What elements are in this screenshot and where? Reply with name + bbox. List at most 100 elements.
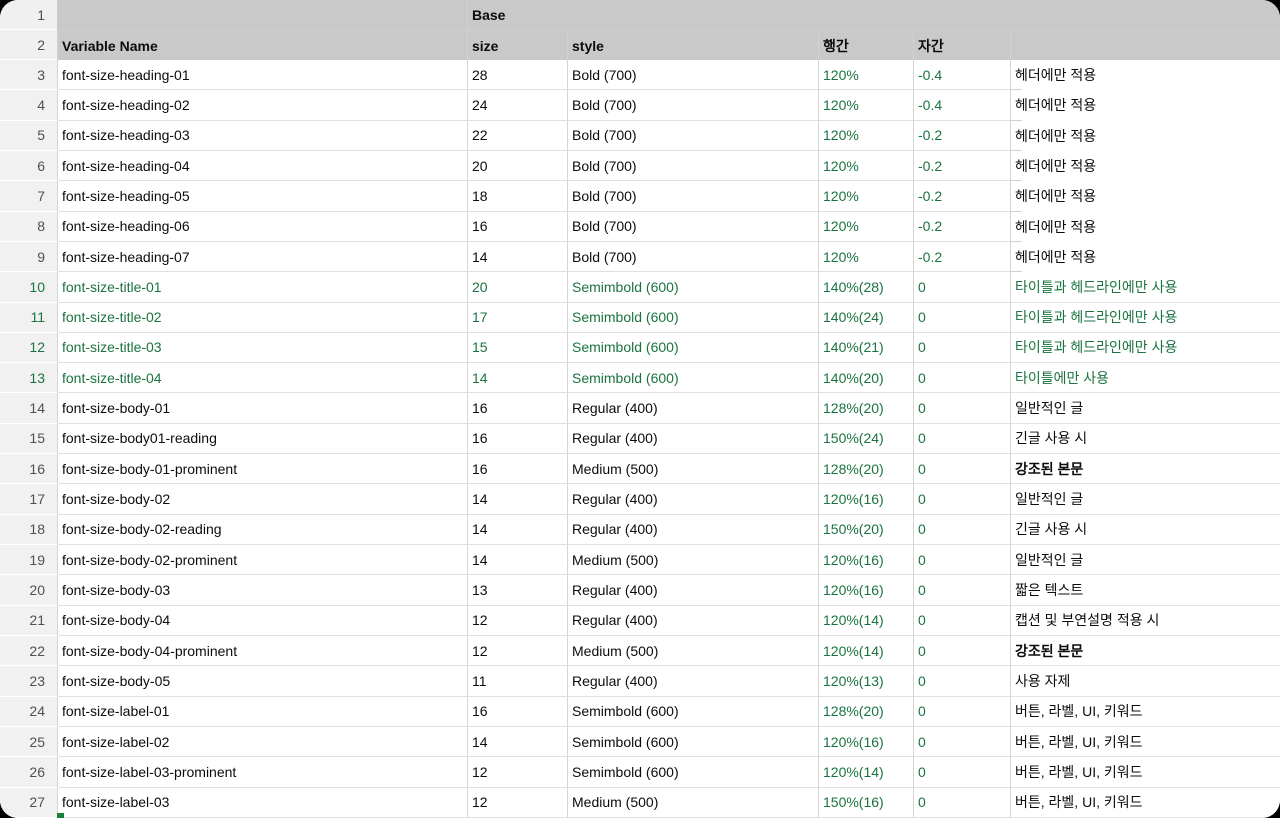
cell-note[interactable]: 짧은 텍스트 [1010, 575, 1280, 606]
column-header-letter-spacing[interactable]: 자간 [913, 30, 1010, 60]
cell-line-height[interactable]: 120%(16) [818, 545, 913, 576]
cell-size[interactable]: 16 [467, 211, 567, 242]
row-number[interactable]: 9 [0, 241, 57, 273]
cell-line-height[interactable]: 120%(16) [818, 726, 913, 758]
cell-size[interactable]: 28 [467, 60, 567, 91]
column-header-line-height[interactable]: 행간 [818, 30, 913, 60]
cell-note[interactable]: 사용 자제 [1010, 666, 1280, 697]
cell-style[interactable]: Medium (500) [567, 635, 818, 667]
row-number[interactable]: 2 [0, 30, 57, 60]
cell-note[interactable]: 일반적인 글 [1010, 393, 1280, 424]
row-number[interactable]: 4 [0, 90, 57, 121]
cell-style[interactable]: Semimbold (600) [567, 302, 818, 333]
header-cell-empty[interactable] [913, 0, 1010, 30]
cell-style[interactable]: Semimbold (600) [567, 757, 818, 788]
cell-line-height[interactable]: 120% [818, 120, 913, 151]
cell-letter-spacing[interactable]: -0.4 [913, 60, 1010, 91]
cell-letter-spacing[interactable]: 0 [913, 272, 1010, 303]
cell-variable-name[interactable]: font-size-body-01 [57, 393, 467, 424]
cell-note[interactable]: 헤더에만 적용 [1010, 211, 1280, 242]
cell-style[interactable]: Semimbold (600) [567, 363, 818, 394]
cell-variable-name[interactable]: font-size-title-01 [57, 272, 467, 303]
cell-style[interactable]: Medium (500) [567, 545, 818, 576]
cell-variable-name[interactable]: font-size-body-04-prominent [57, 635, 467, 667]
cell-line-height[interactable]: 120%(16) [818, 484, 913, 515]
cell-style[interactable]: Regular (400) [567, 393, 818, 424]
cell-size[interactable]: 11 [467, 666, 567, 697]
cell-line-height[interactable]: 150%(24) [818, 423, 913, 455]
cell-variable-name[interactable]: font-size-body01-reading [57, 423, 467, 455]
cell-size[interactable]: 12 [467, 605, 567, 636]
cell-variable-name[interactable]: font-size-title-04 [57, 363, 467, 394]
cell-variable-name[interactable]: font-size-body-03 [57, 575, 467, 606]
cell-line-height[interactable]: 120% [818, 211, 913, 242]
row-number[interactable]: 19 [0, 545, 57, 576]
cell-size[interactable]: 14 [467, 545, 567, 576]
cell-line-height[interactable]: 140%(20) [818, 363, 913, 394]
cell-size[interactable]: 12 [467, 757, 567, 788]
column-header-variable-name[interactable]: Variable Name [57, 30, 467, 60]
cell-style[interactable]: Bold (700) [567, 90, 818, 121]
cell-letter-spacing[interactable]: -0.2 [913, 150, 1010, 182]
row-number[interactable]: 23 [0, 666, 57, 697]
cell-size[interactable]: 14 [467, 363, 567, 394]
cell-style[interactable]: Bold (700) [567, 181, 818, 212]
cell-letter-spacing[interactable]: 0 [913, 605, 1010, 636]
cell-style[interactable]: Bold (700) [567, 211, 818, 242]
cell-variable-name[interactable]: font-size-label-01 [57, 696, 467, 727]
cell-note[interactable]: 강조된 본문 [1010, 635, 1280, 667]
cell-note[interactable]: 버튼, 라벨, UI, 키워드 [1010, 696, 1280, 727]
cell-size[interactable]: 13 [467, 575, 567, 606]
cell-variable-name[interactable]: font-size-body-02-reading [57, 514, 467, 545]
cell-note[interactable]: 타이틀과 헤드라인에만 사용 [1010, 332, 1280, 364]
cell-variable-name[interactable]: font-size-heading-01 [57, 60, 467, 91]
row-number[interactable]: 25 [0, 726, 57, 758]
row-number[interactable]: 26 [0, 757, 57, 788]
cell-note[interactable]: 헤더에만 적용 [1010, 90, 1280, 121]
cell-variable-name[interactable]: font-size-label-03-prominent [57, 757, 467, 788]
cell-size[interactable]: 24 [467, 90, 567, 121]
cell-letter-spacing[interactable]: 0 [913, 363, 1010, 394]
row-number[interactable]: 6 [0, 150, 57, 182]
cell-size[interactable]: 14 [467, 484, 567, 515]
cell-note[interactable]: 캡션 및 부연설명 적용 시 [1010, 605, 1280, 636]
cell-variable-name[interactable]: font-size-label-03 [57, 787, 467, 818]
row-number[interactable]: 17 [0, 484, 57, 515]
cell-letter-spacing[interactable]: -0.4 [913, 90, 1010, 121]
cell-size[interactable]: 20 [467, 150, 567, 182]
cell-letter-spacing[interactable]: 0 [913, 302, 1010, 333]
cell-note[interactable]: 버튼, 라벨, UI, 키워드 [1010, 726, 1280, 758]
cell-variable-name[interactable]: font-size-heading-07 [57, 241, 467, 273]
column-header-size[interactable]: size [467, 30, 567, 60]
cell-line-height[interactable]: 120% [818, 60, 913, 91]
row-number[interactable]: 15 [0, 423, 57, 455]
row-number[interactable]: 1 [0, 0, 57, 30]
cell-variable-name[interactable]: font-size-title-03 [57, 332, 467, 364]
cell-note[interactable]: 헤더에만 적용 [1010, 120, 1280, 151]
cell-letter-spacing[interactable]: -0.2 [913, 211, 1010, 242]
row-number[interactable]: 16 [0, 454, 57, 485]
header-cell-empty[interactable] [818, 0, 913, 30]
cell-letter-spacing[interactable]: 0 [913, 454, 1010, 485]
cell-note[interactable]: 버튼, 라벨, UI, 키워드 [1010, 787, 1280, 818]
row-number[interactable]: 18 [0, 514, 57, 545]
cell-letter-spacing[interactable]: 0 [913, 514, 1010, 545]
cell-line-height[interactable]: 120% [818, 241, 913, 273]
cell-note[interactable]: 타이틀과 헤드라인에만 사용 [1010, 272, 1280, 303]
cell-style[interactable]: Semimbold (600) [567, 332, 818, 364]
cell-style[interactable]: Semimbold (600) [567, 696, 818, 727]
header-cell-empty[interactable] [57, 0, 467, 30]
row-number[interactable]: 12 [0, 332, 57, 364]
cell-variable-name[interactable]: font-size-label-02 [57, 726, 467, 758]
cell-size[interactable]: 22 [467, 120, 567, 151]
cell-style[interactable]: Semimbold (600) [567, 726, 818, 758]
cell-style[interactable]: Bold (700) [567, 120, 818, 151]
cell-style[interactable]: Bold (700) [567, 241, 818, 273]
cell-letter-spacing[interactable]: 0 [913, 484, 1010, 515]
cell-letter-spacing[interactable]: -0.2 [913, 241, 1010, 273]
row-number[interactable]: 14 [0, 393, 57, 424]
cell-style[interactable]: Bold (700) [567, 60, 818, 91]
cell-letter-spacing[interactable]: 0 [913, 787, 1010, 818]
cell-letter-spacing[interactable]: 0 [913, 635, 1010, 667]
cell-size[interactable]: 12 [467, 635, 567, 667]
